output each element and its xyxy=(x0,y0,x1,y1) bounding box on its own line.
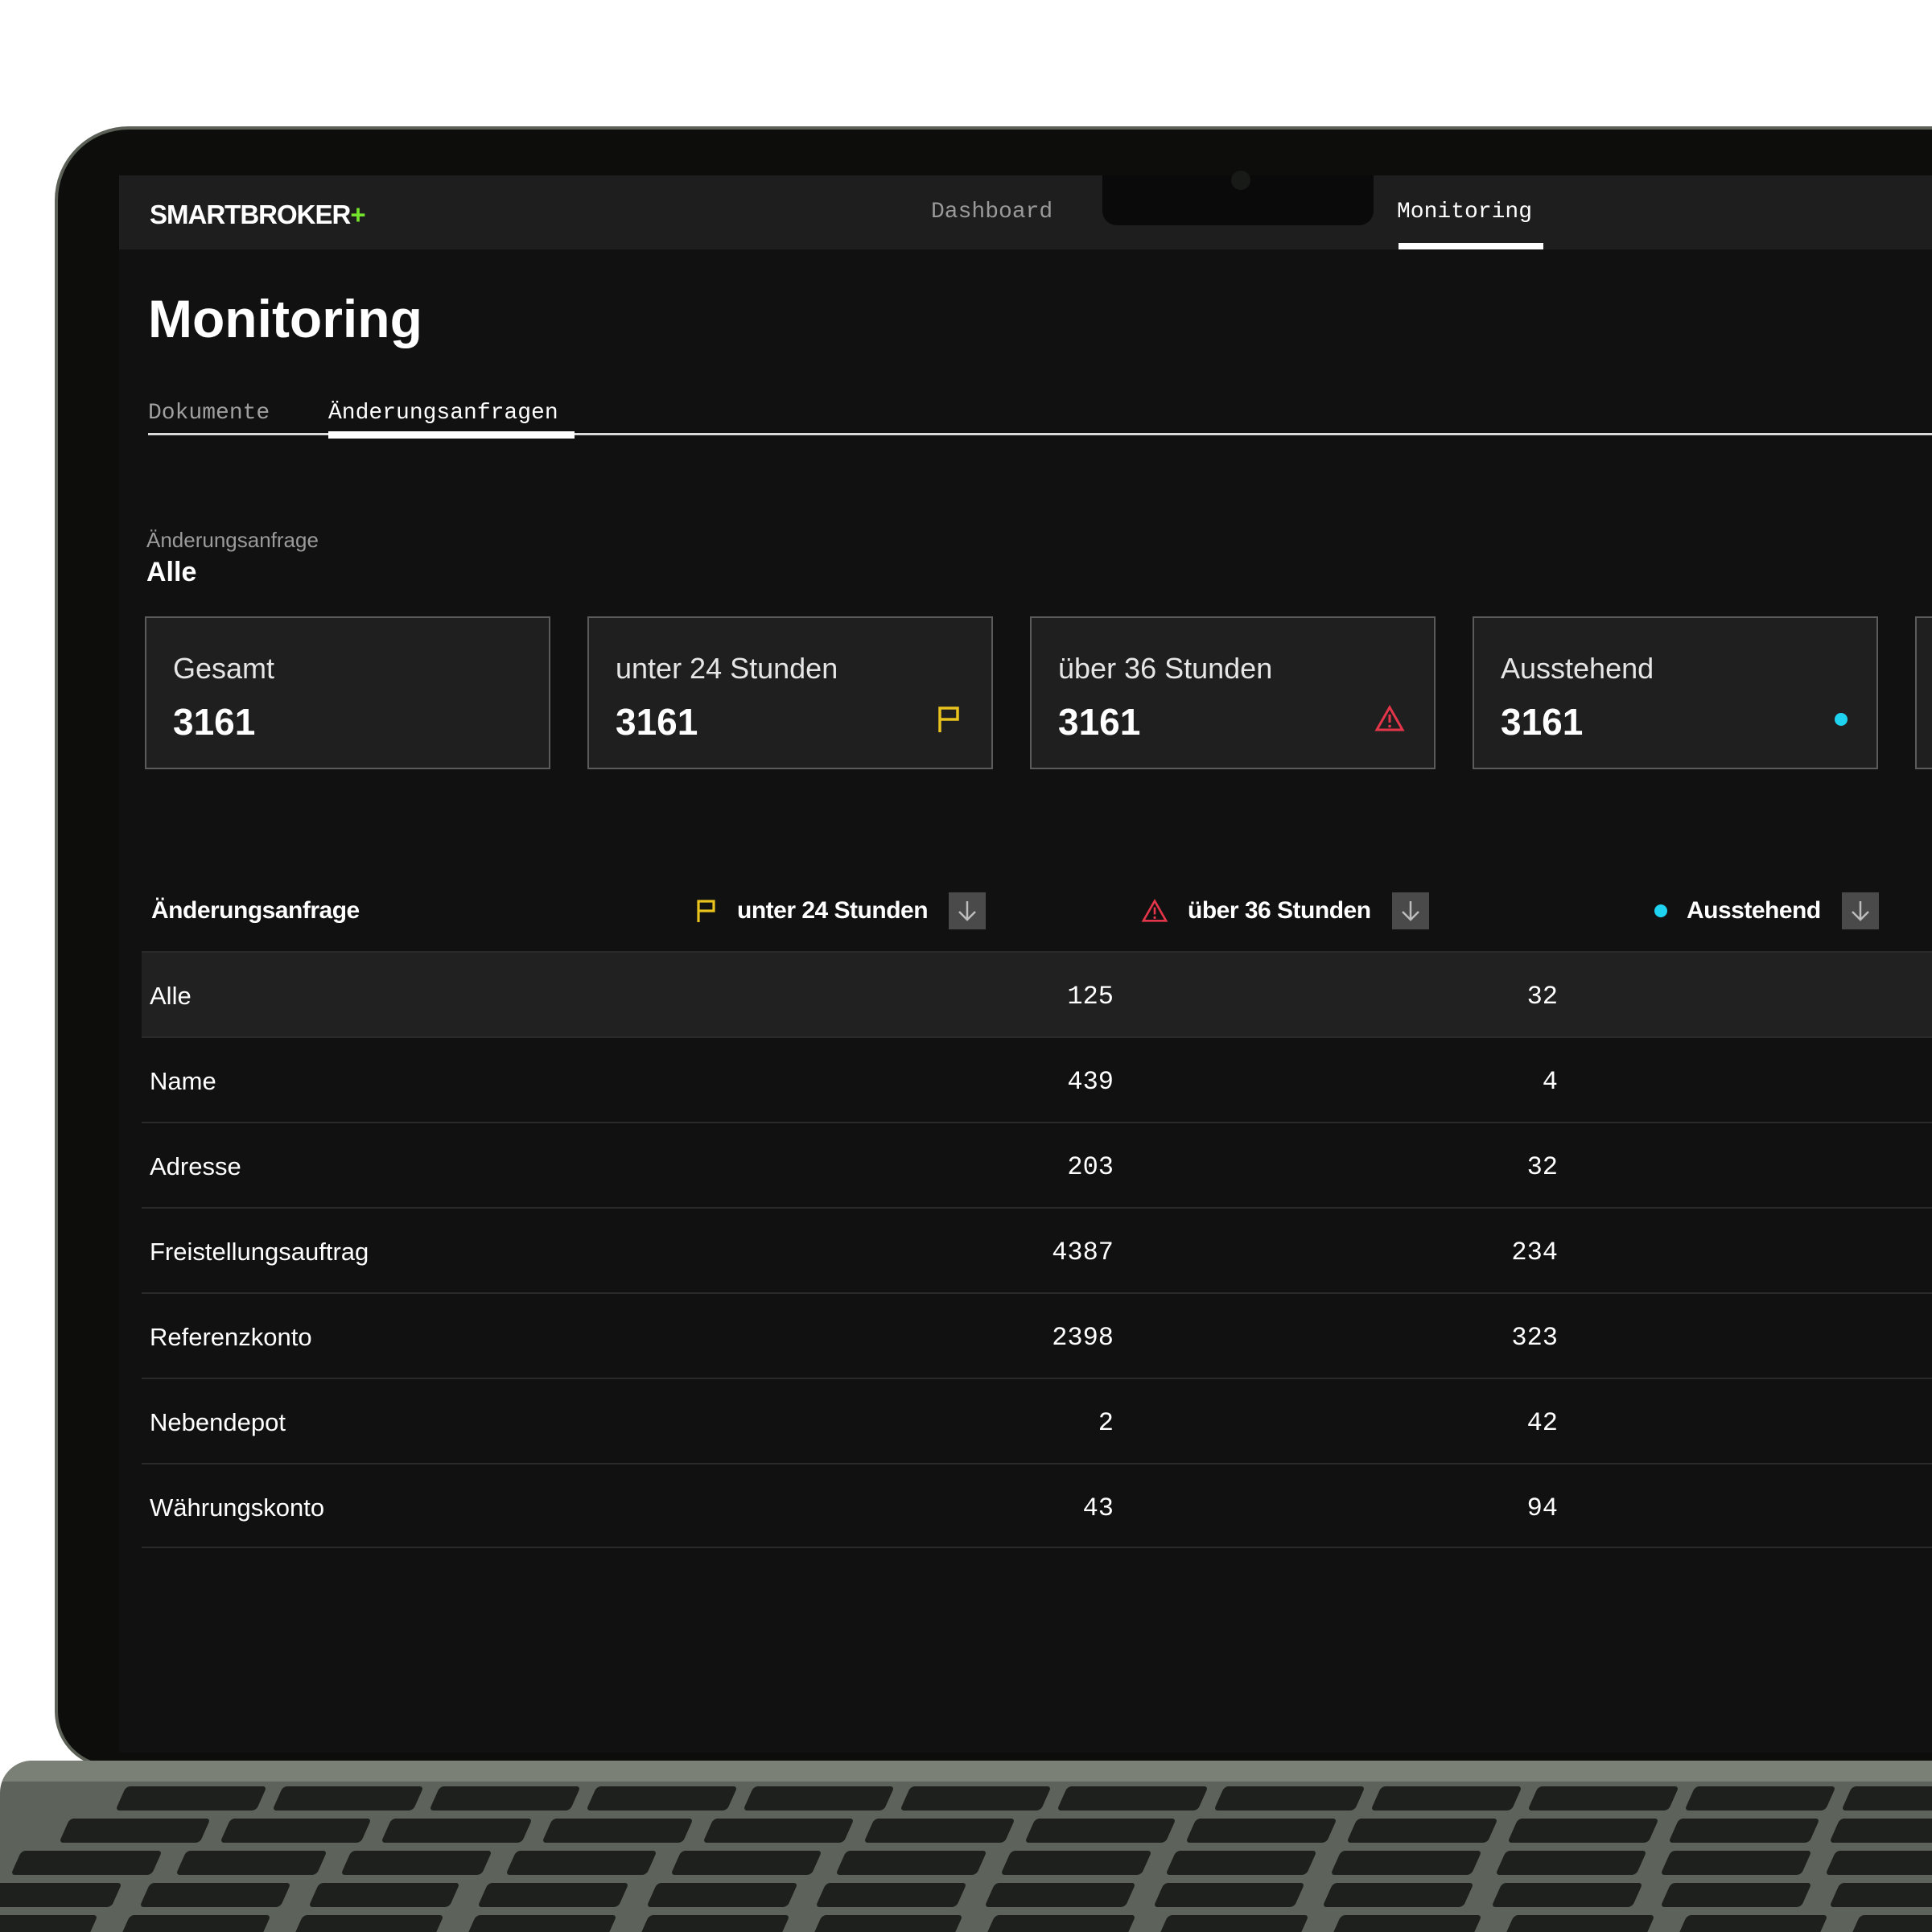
app-screen: SMARTBROKER+ Dashboard Monitoring Monito… xyxy=(119,175,1932,1753)
column-header-label: Ausstehend xyxy=(1687,897,1821,924)
cell-under-24h: 2398 xyxy=(1052,1323,1114,1353)
keyboard-row xyxy=(0,1883,1932,1909)
column-header-label: unter 24 Stunden xyxy=(737,897,929,924)
column-header-under-24h[interactable]: unter 24 Stunden xyxy=(695,892,987,930)
summary-card-gesamt[interactable]: Gesamt 3161 xyxy=(145,616,550,769)
row-label: Währungskonto xyxy=(150,1493,325,1522)
logo-plus: + xyxy=(350,200,365,229)
cell-pending: 239 xyxy=(1761,1408,1932,1438)
logo[interactable]: SMARTBROKER+ xyxy=(150,200,366,230)
table-row[interactable]: Adresse 203 32 249 xyxy=(142,1122,1932,1207)
pending-dot-icon xyxy=(1835,713,1848,730)
keyboard-row xyxy=(59,1819,1932,1844)
subtab-dokumente[interactable]: Dokumente xyxy=(148,401,270,426)
cell-pending: 120 xyxy=(1761,982,1932,1011)
sort-down-icon[interactable] xyxy=(1841,892,1879,929)
laptop-hinge xyxy=(0,1761,1932,1782)
filter-select[interactable]: Alle xyxy=(146,557,197,587)
warning-icon xyxy=(1141,899,1168,923)
cell-over-36h: 32 xyxy=(1526,1152,1558,1182)
warning-icon xyxy=(1374,704,1405,736)
subtab-divider xyxy=(148,433,1932,435)
cell-over-36h: 42 xyxy=(1526,1408,1558,1438)
sort-down-icon[interactable] xyxy=(949,892,987,929)
summary-card-ausstehend[interactable]: Ausstehend 3161 xyxy=(1473,616,1878,769)
sort-down-icon[interactable] xyxy=(1391,892,1429,929)
cell-under-24h: 203 xyxy=(1067,1152,1114,1182)
cell-under-24h: 439 xyxy=(1067,1067,1114,1097)
subtab-aenderungsanfragen[interactable]: Änderungsanfragen xyxy=(328,401,558,426)
page-title: Monitoring xyxy=(148,289,422,348)
cell-pending: 238 xyxy=(1761,1323,1932,1353)
cell-over-36h: 94 xyxy=(1526,1493,1558,1523)
column-header-over-36h[interactable]: über 36 Stunden xyxy=(1141,892,1429,930)
column-header-ausstehend[interactable]: Ausstehend xyxy=(1654,892,1879,930)
card-value: 3161 xyxy=(616,701,698,743)
card-label: über 36 Stunden xyxy=(1058,652,1273,685)
table-row[interactable]: Währungskonto 43 94 42 xyxy=(142,1463,1932,1548)
active-subtab-indicator xyxy=(328,431,575,439)
active-tab-indicator xyxy=(1399,243,1543,249)
table-row[interactable]: Nebendepot 2 42 239 xyxy=(142,1378,1932,1463)
card-value: 3161 xyxy=(1058,701,1141,743)
laptop-keyboard-base xyxy=(0,1761,1932,1932)
row-label: Adresse xyxy=(150,1152,241,1180)
card-label: unter 24 Stunden xyxy=(616,652,838,685)
table-row[interactable]: Alle 125 32 120 xyxy=(142,951,1932,1036)
cell-pending: 23 xyxy=(1761,1067,1932,1097)
filter-label: Änderungsanfrage xyxy=(146,528,319,552)
row-label: Alle xyxy=(150,982,192,1010)
cell-under-24h: 4387 xyxy=(1052,1238,1114,1267)
card-value: 3161 xyxy=(1501,701,1584,743)
cell-pending: 492 xyxy=(1761,1238,1932,1267)
pending-dot-icon xyxy=(1654,904,1667,917)
cell-over-36h: 234 xyxy=(1511,1238,1558,1267)
top-navigation: SMARTBROKER+ Dashboard Monitoring xyxy=(119,175,1932,249)
table-row[interactable]: Name 439 4 23 xyxy=(142,1036,1932,1122)
column-header-label: über 36 Stunden xyxy=(1188,897,1371,924)
summary-card-under-24h[interactable]: unter 24 Stunden 3161 xyxy=(587,616,993,769)
card-label: Ausstehend xyxy=(1501,652,1654,685)
keyboard-row xyxy=(115,1786,1932,1812)
row-label: Name xyxy=(150,1067,216,1095)
cell-over-36h: 32 xyxy=(1526,982,1558,1011)
row-label: Nebendepot xyxy=(150,1408,286,1436)
cell-over-36h: 4 xyxy=(1542,1067,1558,1097)
keyboard-row xyxy=(10,1851,1932,1876)
tab-dashboard[interactable]: Dashboard xyxy=(931,200,1053,225)
summary-card-over-36h[interactable]: über 36 Stunden 3161 xyxy=(1030,616,1436,769)
cell-pending: 42 xyxy=(1761,1493,1932,1523)
summary-card-partial[interactable] xyxy=(1915,616,1932,769)
table-row[interactable]: Freistellungsauftrag 4387 234 492 xyxy=(142,1207,1932,1292)
column-header-aenderungsanfrage: Änderungsanfrage xyxy=(151,897,360,924)
logo-text: SMARTBROKER xyxy=(150,200,351,229)
camera-lens xyxy=(1231,171,1250,190)
cell-under-24h: 43 xyxy=(1082,1493,1114,1523)
card-value: 3161 xyxy=(173,701,256,743)
flag-icon xyxy=(937,705,962,738)
table-row[interactable]: Referenzkonto 2398 323 238 xyxy=(142,1292,1932,1378)
card-label: Gesamt xyxy=(173,652,275,685)
keyboard-row xyxy=(0,1915,1932,1932)
flag-icon xyxy=(695,898,718,924)
cell-under-24h: 2 xyxy=(1098,1408,1114,1438)
cell-under-24h: 125 xyxy=(1067,982,1114,1011)
tab-monitoring[interactable]: Monitoring xyxy=(1397,200,1533,225)
row-label: Freistellungsauftrag xyxy=(150,1238,369,1266)
cell-over-36h: 323 xyxy=(1511,1323,1558,1353)
cell-pending: 249 xyxy=(1761,1152,1932,1182)
row-label: Referenzkonto xyxy=(150,1323,312,1351)
